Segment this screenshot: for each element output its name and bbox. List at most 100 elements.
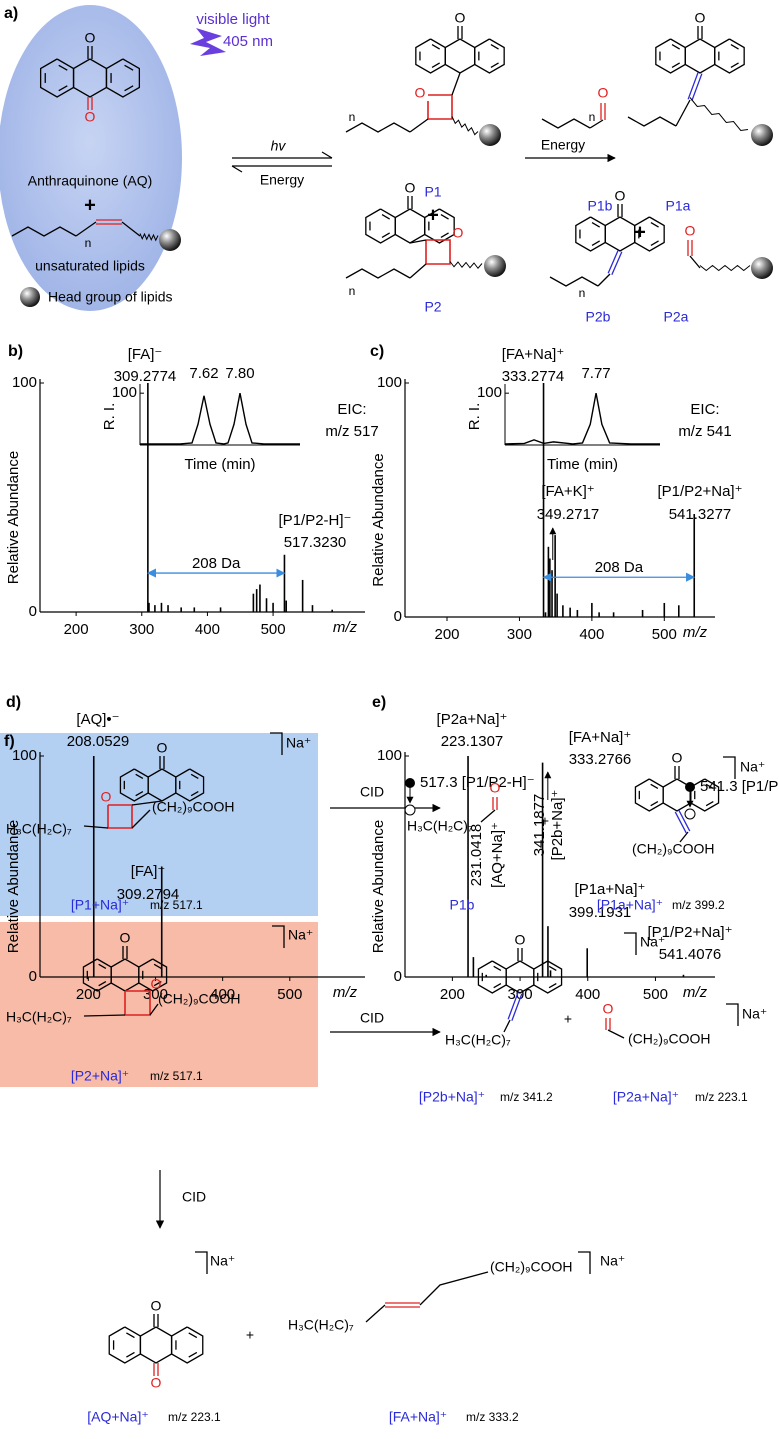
bond: [451, 72, 461, 96]
bond: [650, 800, 659, 807]
label: O: [85, 109, 96, 125]
bond: [723, 756, 736, 779]
inset-note: m/z 517: [325, 423, 378, 440]
label: [P2a+Na]⁺: [613, 1089, 679, 1105]
label: [FA+Na]⁺: [389, 1409, 447, 1425]
peak-label: [FA+Na]⁺: [502, 346, 565, 363]
x-tick-label: 400: [579, 626, 604, 643]
bond: [533, 960, 563, 994]
label: O: [615, 188, 626, 204]
bond: [549, 276, 599, 287]
product-dot: [404, 804, 416, 816]
label: +: [564, 1011, 572, 1027]
label: (CH₂)₉COOH: [158, 991, 241, 1007]
precursor-label: 517.3 [P1/P2-H]⁻: [420, 774, 535, 791]
arrow-head: [321, 151, 333, 159]
peak-mass: 309.2774: [114, 368, 177, 385]
peak-mass: 349.2717: [537, 506, 600, 523]
bond: [705, 800, 714, 807]
bond: [126, 1351, 135, 1358]
bond: [409, 263, 427, 279]
bond: [98, 980, 107, 987]
label: hv: [271, 138, 287, 154]
bond: [138, 958, 168, 992]
bond: [687, 72, 699, 100]
peak-mass: 541.4076: [659, 946, 722, 963]
label: H₃C(H₂C)₇: [288, 1317, 354, 1333]
p2-box: [0, 922, 318, 1087]
bond: [170, 1326, 204, 1364]
inset-note: EIC:: [690, 401, 719, 418]
inset-peak-label: 7.77: [581, 365, 610, 382]
label: n: [349, 110, 356, 124]
bond: [124, 64, 134, 71]
bond: [507, 992, 519, 1020]
label: O: [151, 976, 162, 992]
bond: [153, 963, 162, 970]
label: m/z 333.2: [466, 1410, 519, 1424]
head-group: [751, 124, 773, 146]
label: O: [695, 10, 706, 26]
label: n: [589, 110, 596, 124]
bond: [627, 116, 677, 127]
bracket-label: 208 Da: [192, 555, 241, 572]
label: Na⁺: [640, 934, 665, 950]
y-tick-label: 0: [29, 968, 37, 985]
label: O: [405, 180, 416, 196]
y-axis-label: Relative Abundance: [370, 453, 387, 586]
bond: [726, 1003, 739, 1026]
peak-mass: 341.1877: [531, 794, 548, 857]
peak-mass: 208.0529: [67, 733, 130, 750]
label: H₃C(H₂C)₇: [6, 821, 72, 837]
bond: [195, 1251, 208, 1274]
peak-label: [FA]⁻: [131, 863, 166, 880]
bond: [345, 122, 411, 133]
light-bolt: [190, 28, 226, 56]
inset-x-label: Time (min): [184, 456, 255, 473]
panel-label: e): [372, 694, 386, 711]
peak-label: [P2a+Na]⁺: [437, 711, 508, 728]
peak-mass: 223.1307: [441, 733, 504, 750]
label: Na⁺: [210, 1253, 235, 1269]
bond: [83, 825, 109, 829]
bond: [58, 64, 68, 71]
label: O: [415, 85, 426, 101]
label: n: [579, 286, 586, 300]
bond: [121, 221, 141, 237]
eic-trace: [504, 393, 660, 445]
inset-y-label: R. I.: [101, 403, 118, 431]
head-group: [751, 257, 773, 279]
y-axis-label: Relative Abundance: [5, 820, 22, 953]
label: +: [246, 1327, 254, 1343]
bond: [440, 232, 449, 238]
label: m/z 517.1: [150, 898, 203, 912]
label: unsaturated lipids: [35, 258, 145, 274]
label: H₃C(H₂C)₇: [6, 1009, 72, 1025]
bond: [589, 119, 604, 129]
label: Na⁺: [740, 759, 765, 775]
peak-mass: 541.3277: [669, 506, 732, 523]
x-tick-label: 300: [508, 986, 533, 1003]
bond: [671, 44, 681, 50]
inset-x-label: Time (min): [547, 456, 618, 473]
label: O: [151, 1375, 162, 1391]
y-tick-label: 100: [377, 747, 402, 764]
bond: [75, 221, 97, 237]
label: f): [4, 733, 15, 750]
label: Head group of lipids: [48, 289, 173, 305]
label: Anthraquinone (AQ): [28, 173, 153, 189]
label: a): [4, 5, 18, 22]
bond: [604, 216, 636, 252]
bond: [270, 732, 283, 755]
label: [P2b+Na]⁺: [419, 1089, 485, 1105]
label: O: [672, 750, 683, 766]
bond: [424, 208, 455, 244]
bond: [444, 38, 476, 74]
bond: [591, 240, 601, 246]
y-tick-label: 100: [377, 374, 402, 391]
y-tick-label: 0: [394, 608, 402, 625]
label: O: [455, 10, 466, 26]
bond: [493, 965, 502, 972]
x-tick-label: 500: [643, 986, 668, 1003]
